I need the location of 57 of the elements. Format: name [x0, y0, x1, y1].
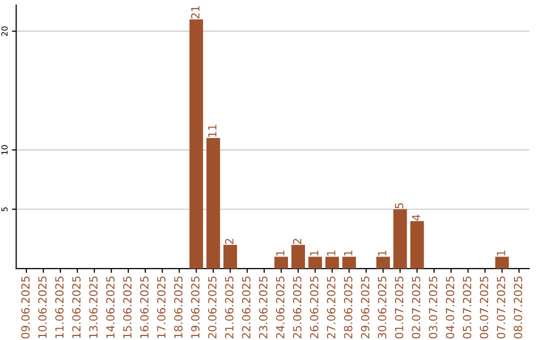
x-tick-label: 09.06.2025 — [21, 276, 30, 338]
x-tick-label: 03.07.2025 — [428, 276, 438, 338]
bar — [495, 256, 509, 269]
data-label: 1 — [276, 250, 284, 256]
x-tick-label: 02.07.2025 — [412, 276, 420, 338]
x-tick-label: 30.06.2025 — [378, 276, 386, 338]
x-tick-label: 10.06.2025 — [38, 276, 47, 338]
x-tick-label: 22.06.2025 — [242, 276, 250, 338]
bar — [223, 244, 238, 269]
data-label: 2 — [225, 238, 234, 244]
x-tick-label: 05.07.2025 — [462, 276, 472, 338]
x-tick-label: 21.06.2025 — [225, 276, 234, 338]
x-tick-label: 28.06.2025 — [344, 276, 352, 338]
bar — [308, 256, 322, 269]
x-tick-label: 14.06.2025 — [106, 276, 115, 338]
x-tick-label: 06.07.2025 — [480, 276, 488, 338]
x-tick-label: 25.06.2025 — [293, 276, 302, 338]
x-tick-label: 12.06.2025 — [72, 276, 81, 338]
bar — [206, 138, 220, 269]
bar — [376, 256, 390, 269]
data-label: 11 — [208, 124, 216, 137]
x-tick-label: 24.06.2025 — [276, 276, 284, 338]
y-tick-label: 10 — [1, 145, 8, 154]
data-label: 4 — [412, 214, 420, 221]
x-tick-label: 17.06.2025 — [157, 276, 166, 338]
data-label: 2 — [293, 238, 302, 244]
data-label: 1 — [327, 250, 336, 256]
x-tick-label: 08.07.2025 — [514, 276, 522, 338]
x-tick-label: 19.06.2025 — [191, 276, 200, 338]
x-tick-label: 15.06.2025 — [123, 276, 132, 338]
data-label: 5 — [395, 203, 404, 208]
x-tick-label: 01.07.2025 — [394, 276, 404, 338]
data-label: 1 — [310, 250, 318, 256]
x-tick-label: 20.06.2025 — [208, 276, 216, 338]
bar — [342, 256, 356, 269]
data-label: 21 — [191, 6, 200, 19]
bar — [291, 244, 305, 269]
bar — [393, 209, 407, 269]
bar — [325, 256, 339, 269]
x-tick-label: 16.06.2025 — [140, 276, 149, 338]
x-tick-label: 18.06.2025 — [174, 276, 182, 338]
data-label: 1 — [344, 250, 352, 256]
x-tick-label: 29.06.2025 — [360, 276, 370, 338]
x-tick-label: 23.06.2025 — [259, 276, 268, 338]
x-tick-label: 04.07.2025 — [446, 276, 454, 338]
x-tick-label: 27.06.2025 — [326, 276, 336, 338]
bar — [274, 256, 288, 269]
x-tick-label: 07.07.2025 — [496, 276, 506, 338]
x-tick-label: 11.06.2025 — [55, 276, 64, 338]
bar — [189, 19, 204, 269]
x-tick-label: 13.06.2025 — [89, 276, 98, 338]
data-label: 1 — [378, 250, 386, 256]
bar — [410, 221, 424, 269]
y-tick-label: 20 — [1, 26, 8, 36]
x-tick-label: 26.06.2025 — [310, 276, 318, 338]
y-tick-label: 5 — [1, 207, 8, 212]
data-label: 1 — [496, 250, 506, 256]
